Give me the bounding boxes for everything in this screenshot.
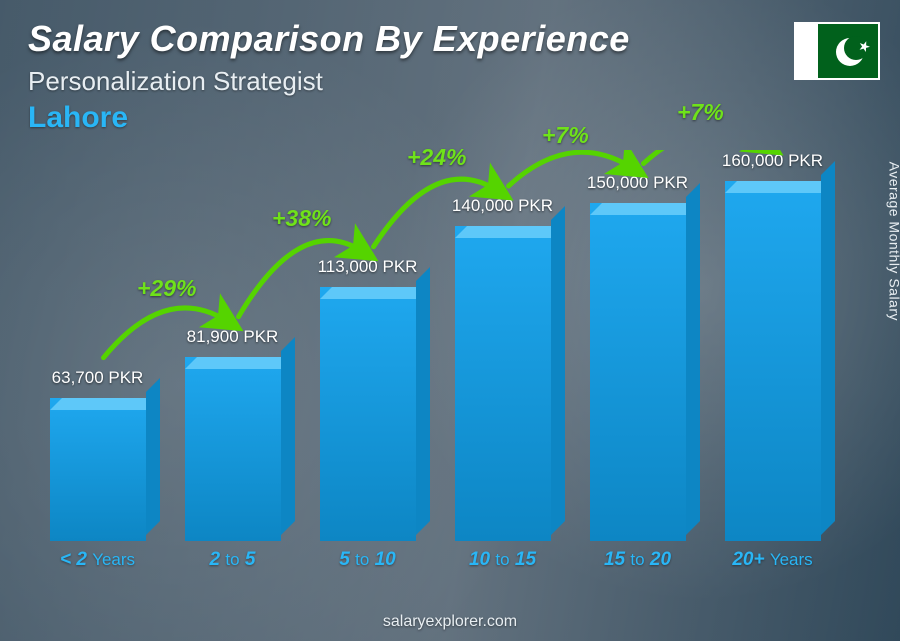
header: Salary Comparison By Experience Personal… — [28, 18, 780, 135]
bar-column: 150,000 PKR — [570, 150, 705, 541]
increase-pct: +29% — [137, 275, 196, 302]
x-axis-label: 15 to 20 — [570, 549, 705, 571]
increase-pct: +38% — [272, 205, 331, 232]
bar-value-label: 160,000 PKR — [722, 151, 823, 171]
x-axis-label: 5 to 10 — [300, 549, 435, 571]
bar — [320, 287, 416, 541]
increase-pct: +7% — [542, 122, 589, 149]
increase-pct: +7% — [677, 99, 724, 126]
bar-value-label: 63,700 PKR — [52, 368, 144, 388]
bar-chart: 63,700 PKR 81,900 PKR 113,000 PKR 140,00… — [30, 150, 840, 571]
chart-location: Lahore — [28, 101, 780, 135]
bar-value-label: 150,000 PKR — [587, 173, 688, 193]
bar-column: 160,000 PKR — [705, 150, 840, 541]
increase-pct: +24% — [407, 144, 466, 171]
bar — [725, 181, 821, 541]
bar — [455, 226, 551, 541]
footer-site: salaryexplorer.com — [0, 613, 900, 631]
chart-title: Salary Comparison By Experience — [28, 18, 780, 60]
bar-value-label: 140,000 PKR — [452, 196, 553, 216]
x-axis-label: 2 to 5 — [165, 549, 300, 571]
chart-subtitle: Personalization Strategist — [28, 66, 780, 97]
bar-value-label: 81,900 PKR — [187, 327, 279, 347]
flag-pakistan: ★ — [794, 22, 880, 80]
bar-column: 140,000 PKR — [435, 150, 570, 541]
bar — [185, 357, 281, 541]
x-axis-label: 20+ Years — [705, 549, 840, 571]
x-axis-label: < 2 Years — [30, 549, 165, 571]
bar — [50, 398, 146, 541]
bar — [590, 203, 686, 541]
y-axis-label: Average Monthly Salary — [886, 161, 900, 320]
bar-value-label: 113,000 PKR — [318, 257, 418, 277]
x-axis-label: 10 to 15 — [435, 549, 570, 571]
bar-column: 63,700 PKR — [30, 150, 165, 541]
